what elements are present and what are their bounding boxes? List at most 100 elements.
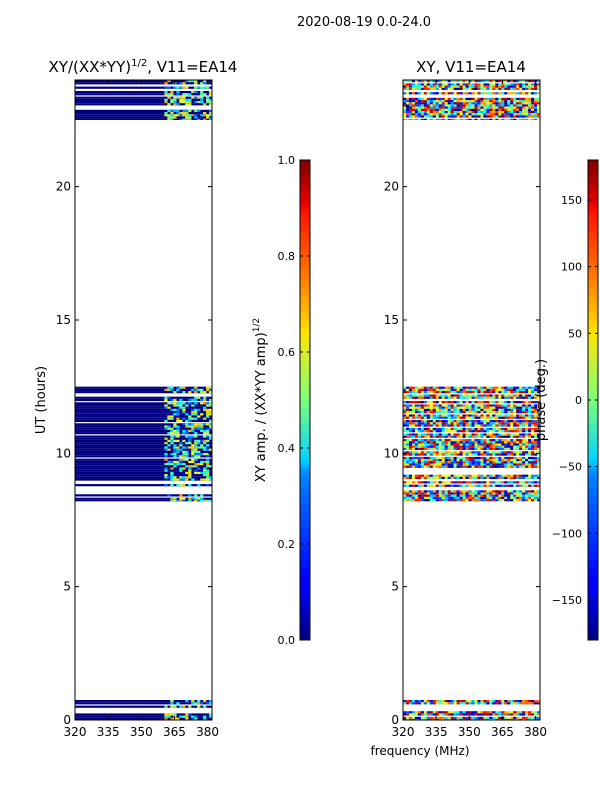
heatmap-cell	[206, 386, 210, 389]
heatmap-cell	[528, 433, 532, 436]
heatmap-cell	[537, 102, 540, 105]
heatmap-cell	[405, 408, 410, 412]
heatmap-cell	[516, 711, 520, 714]
heatmap-cell	[474, 430, 478, 433]
heatmap-cell	[411, 702, 416, 705]
heatmap-cell	[403, 386, 407, 389]
heatmap-cell	[408, 401, 413, 404]
heatmap-cell	[456, 716, 460, 719]
heatmap-cell	[426, 447, 431, 451]
heatmap-cell	[525, 499, 529, 502]
heatmap-cell	[486, 476, 490, 480]
heatmap-cell	[414, 474, 419, 477]
heatmap-cell	[435, 97, 440, 100]
heatmap-cell	[173, 109, 177, 112]
colorbar-tick-label: 0.4	[278, 442, 296, 455]
heatmap-cell	[501, 427, 505, 431]
heatmap-cell	[403, 416, 407, 419]
heatmap-cell	[417, 435, 422, 438]
heatmap-cell	[534, 83, 538, 86]
heatmap-cell	[188, 476, 192, 479]
heatmap-cell	[423, 100, 428, 103]
heatmap-cell	[516, 484, 520, 487]
heatmap-cell	[468, 451, 472, 454]
heatmap-cell	[522, 87, 526, 90]
heatmap-cell	[435, 414, 440, 417]
heatmap-cell	[411, 427, 416, 431]
heatmap-cell	[435, 386, 440, 389]
heatmap-cell	[534, 441, 538, 444]
heatmap-cell	[170, 114, 174, 117]
heatmap-cell	[462, 463, 466, 466]
heatmap-cell	[206, 101, 210, 104]
heatmap-cell	[474, 433, 478, 436]
heatmap-cell	[426, 711, 431, 714]
heatmap-cell	[483, 459, 487, 462]
heatmap-cell	[441, 499, 445, 502]
heatmap-cell	[405, 87, 410, 90]
heatmap-cell	[537, 481, 540, 484]
heatmap-cell	[164, 404, 168, 407]
heatmap-cell	[495, 83, 499, 86]
heatmap-cell	[486, 441, 490, 444]
heatmap-cell	[206, 499, 210, 502]
heatmap-cell	[173, 499, 177, 502]
heatmap-cell	[531, 459, 535, 462]
heatmap-cell	[495, 427, 499, 431]
heatmap-cell	[519, 716, 523, 719]
heatmap-cell	[522, 394, 526, 397]
heatmap-cell	[474, 713, 478, 716]
heatmap-cell	[525, 106, 529, 109]
heatmap-cell	[203, 705, 207, 708]
y-tick-label: 15	[56, 313, 71, 327]
heatmap-cell	[203, 80, 207, 83]
heatmap-cell	[489, 108, 493, 111]
heatmap-cell	[450, 420, 454, 423]
heatmap-cell	[411, 474, 416, 477]
heatmap-cell	[504, 102, 508, 105]
heatmap-cell	[477, 100, 481, 103]
heatmap-cell	[483, 453, 487, 456]
heatmap-cell	[203, 423, 207, 426]
heatmap-cell	[432, 87, 437, 90]
heatmap-cell	[525, 435, 529, 438]
heatmap-cell	[471, 104, 475, 107]
heatmap-cell	[471, 401, 475, 404]
heatmap-cell	[465, 87, 469, 90]
heatmap-cell	[435, 474, 440, 477]
heatmap-cell	[435, 713, 440, 716]
heatmap-cell	[188, 415, 192, 418]
heatmap-cell	[474, 391, 478, 394]
heatmap-cell	[534, 465, 538, 468]
heatmap-cell	[429, 700, 434, 703]
heatmap-cell	[528, 404, 532, 407]
heatmap-cell	[534, 104, 538, 107]
heatmap-cell	[480, 435, 484, 438]
heatmap-cell	[519, 702, 523, 705]
heatmap-cell	[468, 104, 472, 107]
heatmap-cell	[474, 420, 478, 423]
heatmap-cell	[447, 104, 451, 107]
heatmap-cell	[197, 705, 201, 708]
heatmap-cell	[456, 465, 460, 468]
heatmap-cell	[492, 439, 496, 442]
heatmap-cell	[191, 497, 195, 500]
heatmap-cell	[426, 700, 431, 703]
heatmap-cell	[513, 118, 517, 120]
heatmap-cell	[492, 713, 496, 716]
heatmap-cell	[450, 414, 454, 417]
heatmap-cell	[498, 406, 502, 409]
heatmap-cell	[471, 422, 475, 425]
heatmap-cell	[206, 408, 210, 412]
heatmap-cell	[456, 85, 460, 88]
heatmap-cell	[516, 408, 520, 412]
heatmap-cell	[438, 492, 443, 495]
heatmap-cell	[504, 115, 508, 118]
heatmap-cell	[185, 432, 189, 435]
heatmap-cell	[209, 700, 212, 703]
heatmap-cell	[441, 700, 445, 703]
heatmap-cell	[477, 396, 481, 399]
heatmap-cell	[441, 492, 445, 495]
heatmap-cell	[176, 429, 180, 433]
heatmap-cell	[179, 476, 183, 479]
